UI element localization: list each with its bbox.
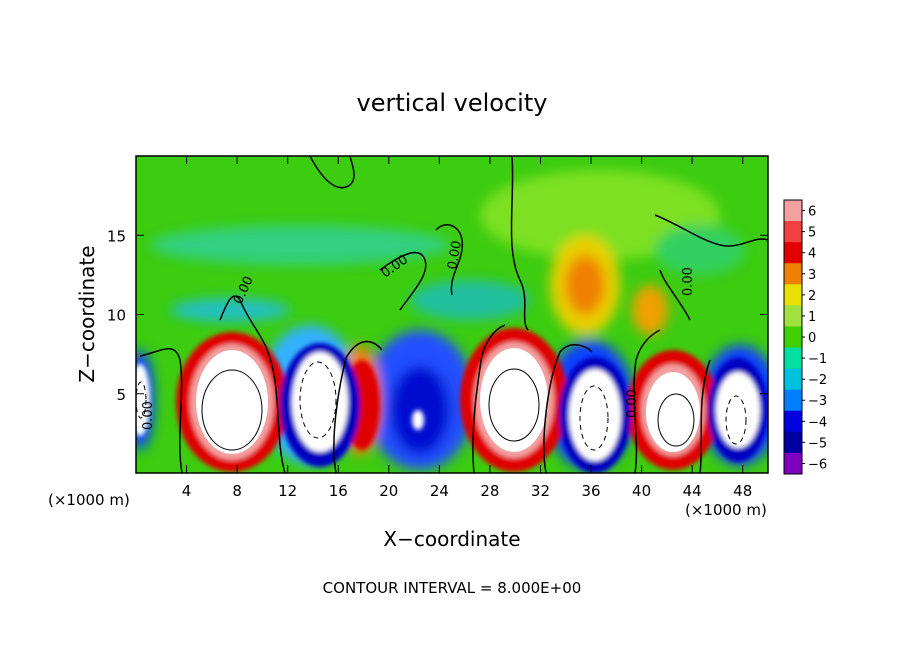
zero-contours (139, 156, 768, 473)
x-tick-label: 40 (632, 482, 651, 500)
heatmap-field: 0.00 0.00 0.00 0.00 0.00 0.00 (136, 156, 768, 473)
contour-interval-note: CONTOUR INTERVAL = 8.000E+00 (323, 579, 582, 597)
colorbar-label: 4 (808, 247, 816, 262)
x-tick-label: 16 (329, 482, 348, 500)
x-tick-label: 32 (531, 482, 550, 500)
x-tick-label: 44 (683, 482, 702, 500)
colorbar-label: 2 (808, 289, 816, 304)
x-axis-title: X−coordinate (383, 527, 520, 551)
colorbar-swatch (784, 200, 802, 222)
contour-label: 0.00 (141, 401, 156, 430)
colorbar-label: −6 (808, 457, 827, 472)
core-contours (201, 368, 695, 451)
colorbar-swatch (784, 452, 802, 475)
colorbar-label: −3 (808, 394, 827, 409)
colorbar-label: −4 (808, 415, 827, 430)
colorbar-swatch (784, 221, 802, 243)
contour-label: 0.00 (625, 389, 640, 418)
colorbar-label: −2 (808, 373, 827, 388)
y-axis: 5 10 15 (107, 227, 768, 404)
x-tick-label: 36 (581, 482, 600, 500)
x-tick-label: 20 (379, 482, 398, 500)
y-tick-label: 10 (107, 307, 126, 325)
x-tick-label: 8 (232, 482, 242, 500)
colorbar-label: −5 (808, 436, 827, 451)
x-tick-label: 28 (480, 482, 499, 500)
colorbar-swatch (784, 263, 802, 285)
chart-title: vertical velocity (357, 89, 548, 117)
colorbar-swatch (784, 368, 802, 391)
x-tick-label: 48 (733, 482, 752, 500)
updraft-core-3 (646, 372, 700, 452)
colorbar-label: −1 (808, 352, 827, 367)
updraft-core-1 (196, 350, 268, 454)
y-tick-label: 15 (107, 227, 126, 245)
contour-label-group: 0.00 0.00 0.00 0.00 0.00 0.00 (141, 240, 696, 430)
updraft-core-2 (480, 348, 548, 452)
x-unit-label: (×1000 m) (48, 491, 130, 509)
colorbar-swatch (784, 242, 802, 264)
colorbar-swatch (784, 305, 802, 327)
contour-label: 0.00 (681, 267, 696, 296)
x-axis: 4 8 12 16 20 24 28 32 36 40 44 48 (182, 156, 752, 500)
colorbar-swatch (784, 326, 802, 349)
x-tick-label: 4 (182, 482, 192, 500)
y-axis-title: Z−coordinate (75, 245, 99, 382)
colorbar-swatch (784, 389, 802, 412)
colorbar-label: 1 (808, 310, 816, 325)
x-tick-label: 12 (278, 482, 297, 500)
x-unit-label-right: (×1000 m) (685, 501, 767, 519)
y-tick-label: 5 (116, 386, 126, 404)
x-tick-label: 24 (430, 482, 449, 500)
colorbar-label: 5 (808, 226, 816, 241)
colorbar-swatch (784, 284, 802, 306)
colorbar-swatch (784, 347, 802, 370)
colorbar-swatch (784, 431, 802, 454)
negative-contours (136, 361, 747, 451)
colorbar-swatch (784, 410, 802, 433)
contour-label: 0.00 (445, 240, 465, 271)
colorbar: 6 5 4 3 2 1 0 −1 −2 −3 −4 −5 −6 (783, 199, 827, 475)
colorbar-label: 0 (808, 331, 816, 346)
colorbar-label: 3 (808, 268, 816, 283)
colorbar-label: 6 (808, 205, 816, 220)
